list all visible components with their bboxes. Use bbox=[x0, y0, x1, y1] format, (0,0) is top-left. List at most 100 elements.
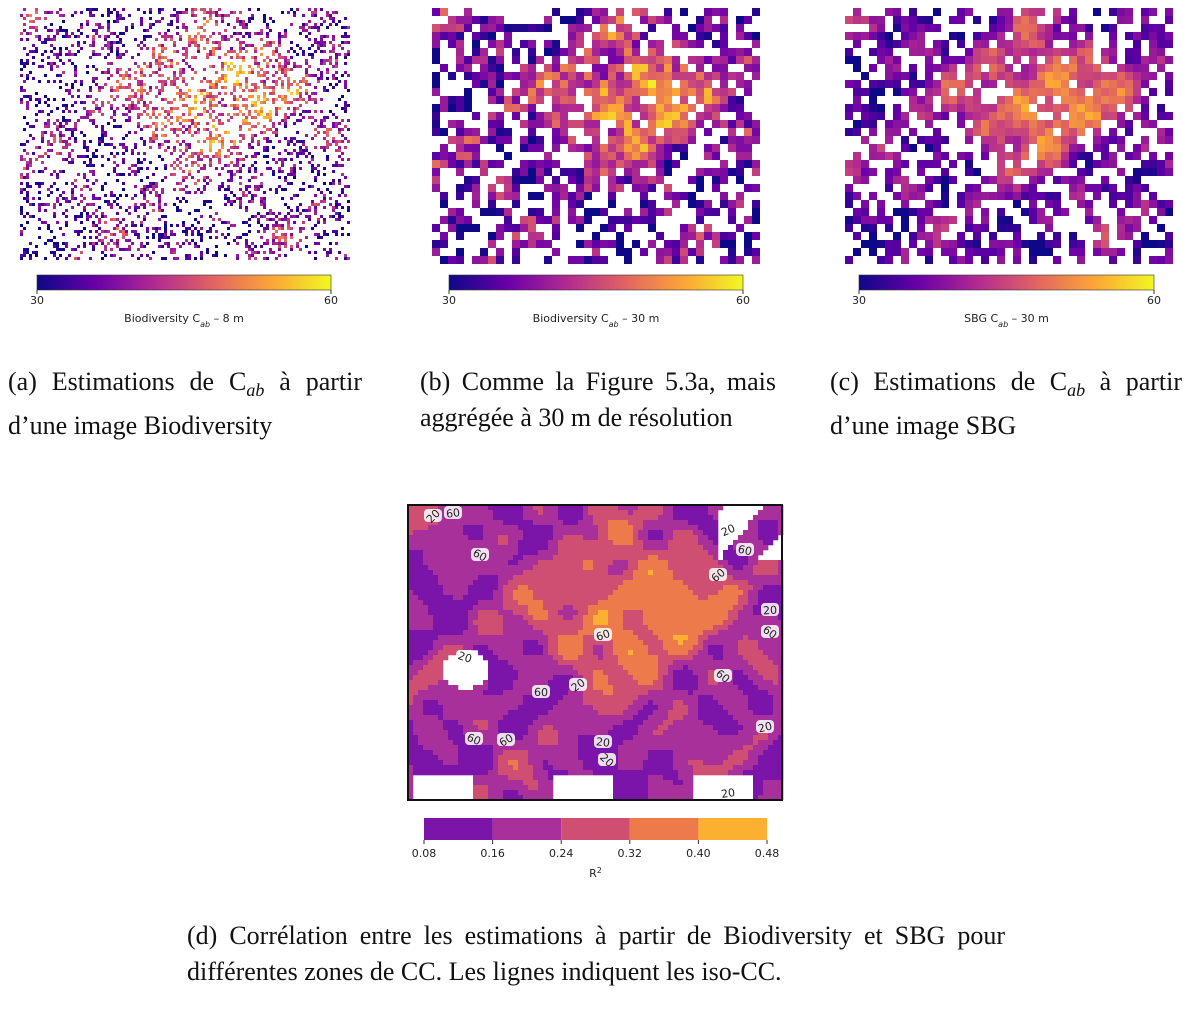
contour-cell bbox=[663, 540, 669, 546]
heatmap-cell bbox=[901, 184, 909, 192]
heatmap-cell bbox=[233, 98, 236, 101]
heatmap-cell bbox=[59, 122, 62, 125]
heatmap-cell bbox=[266, 137, 269, 140]
heatmap-cell bbox=[161, 245, 164, 248]
heatmap-cell bbox=[600, 208, 608, 216]
heatmap-cell bbox=[92, 80, 95, 83]
heatmap-cell bbox=[275, 236, 278, 239]
heatmap-cell bbox=[287, 212, 290, 215]
contour-cell bbox=[628, 510, 634, 516]
heatmap-cell bbox=[284, 218, 287, 221]
heatmap-cell bbox=[728, 168, 736, 176]
contour-cell bbox=[588, 535, 594, 541]
heatmap-cell bbox=[656, 80, 664, 88]
contour-cell bbox=[538, 535, 544, 541]
heatmap-cell bbox=[194, 71, 197, 74]
heatmap-cell bbox=[344, 137, 347, 140]
heatmap-cell bbox=[152, 185, 155, 188]
heatmap-cell bbox=[218, 149, 221, 152]
contour-cell bbox=[638, 510, 644, 516]
heatmap-cell bbox=[128, 95, 131, 98]
heatmap-cell bbox=[456, 56, 464, 64]
heatmap-cell bbox=[134, 206, 137, 209]
heatmap-cell bbox=[885, 80, 893, 88]
heatmap-cell bbox=[248, 143, 251, 146]
heatmap-cell bbox=[221, 143, 224, 146]
contour-cell bbox=[563, 520, 569, 526]
heatmap-cell bbox=[209, 8, 212, 11]
heatmap-cell bbox=[98, 206, 101, 209]
heatmap-cell bbox=[1013, 256, 1021, 264]
heatmap-cell bbox=[149, 35, 152, 38]
heatmap-cell bbox=[242, 158, 245, 161]
heatmap-cell bbox=[616, 232, 624, 240]
heatmap-cell bbox=[194, 98, 197, 101]
heatmap-cell bbox=[251, 197, 254, 200]
heatmap-cell bbox=[266, 113, 269, 116]
contour-cell bbox=[568, 510, 574, 516]
heatmap-cell bbox=[664, 192, 672, 200]
heatmap-cell bbox=[973, 192, 981, 200]
contour-cell bbox=[488, 530, 494, 536]
heatmap-cell bbox=[320, 41, 323, 44]
contour-cell bbox=[693, 535, 699, 541]
heatmap-cell bbox=[26, 164, 29, 167]
heatmap-cell bbox=[239, 125, 242, 128]
contour-cell bbox=[663, 510, 669, 516]
heatmap-cell bbox=[182, 197, 185, 200]
heatmap-cell bbox=[278, 95, 281, 98]
contour-cell bbox=[773, 535, 779, 541]
heatmap-cell bbox=[909, 104, 917, 112]
heatmap-cell bbox=[1141, 24, 1149, 32]
heatmap-cell bbox=[341, 140, 344, 143]
heatmap-cell bbox=[155, 95, 158, 98]
heatmap-cell bbox=[1149, 168, 1157, 176]
heatmap-cell bbox=[432, 248, 440, 256]
heatmap-cell bbox=[1117, 72, 1125, 80]
heatmap-cell bbox=[853, 216, 861, 224]
heatmap-cell bbox=[704, 72, 712, 80]
heatmap-cell bbox=[38, 65, 41, 68]
heatmap-cell bbox=[272, 125, 275, 128]
heatmap-cell bbox=[584, 160, 592, 168]
heatmap-cell bbox=[92, 242, 95, 245]
contour-cell bbox=[698, 535, 704, 541]
heatmap-cell bbox=[1069, 152, 1077, 160]
heatmap-cell bbox=[314, 128, 317, 131]
heatmap-cell bbox=[251, 116, 254, 119]
heatmap-cell bbox=[885, 176, 893, 184]
heatmap-cell bbox=[281, 158, 284, 161]
heatmap-cell bbox=[320, 74, 323, 77]
heatmap-cell bbox=[869, 232, 877, 240]
heatmap-cell bbox=[925, 96, 933, 104]
heatmap-cell bbox=[266, 239, 269, 242]
heatmap-cell bbox=[41, 41, 44, 44]
heatmap-cell bbox=[965, 168, 973, 176]
heatmap-cell bbox=[712, 8, 720, 16]
heatmap-cell bbox=[164, 164, 167, 167]
heatmap-cell bbox=[218, 185, 221, 188]
heatmap-cell bbox=[143, 197, 146, 200]
heatmap-cell bbox=[224, 53, 227, 56]
heatmap-cell bbox=[89, 44, 92, 47]
heatmap-cell bbox=[203, 110, 206, 113]
colorbar-label: Biodiversity Cab – 8 m bbox=[124, 312, 244, 329]
heatmap-cell bbox=[77, 50, 80, 53]
heatmap-cell bbox=[853, 128, 861, 136]
heatmap-cell bbox=[933, 160, 941, 168]
heatmap-cell bbox=[287, 62, 290, 65]
heatmap-cell bbox=[1109, 80, 1117, 88]
heatmap-cell bbox=[973, 168, 981, 176]
heatmap-cell bbox=[1005, 48, 1013, 56]
heatmap-cell bbox=[218, 134, 221, 137]
heatmap-cell bbox=[1069, 160, 1077, 168]
heatmap-cell bbox=[347, 119, 350, 122]
heatmap-cell bbox=[191, 14, 194, 17]
heatmap-cell bbox=[176, 128, 179, 131]
heatmap-cell bbox=[480, 48, 488, 56]
heatmap-cell bbox=[266, 128, 269, 131]
heatmap-cell bbox=[552, 192, 560, 200]
heatmap-cell bbox=[544, 16, 552, 24]
heatmap-cell bbox=[38, 98, 41, 101]
contour-cell bbox=[568, 545, 574, 551]
